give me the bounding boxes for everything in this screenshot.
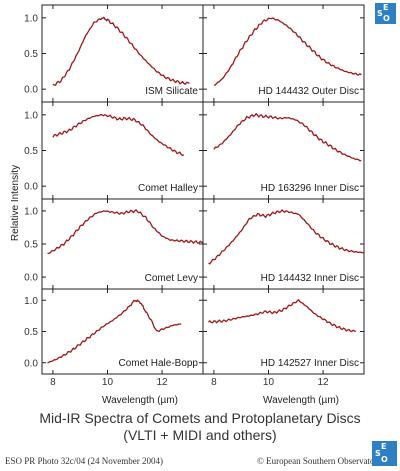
y-tick-label: 0.0 — [24, 273, 38, 284]
series-line-ism-silicate — [52, 16, 190, 86]
y-axis-label: Relative Intensity — [10, 165, 21, 241]
panel-label-hd-144432-inner-disc: HD 144432 Inner Disc — [261, 273, 359, 284]
x-axis-label-right: Wavelength (µm) — [263, 395, 339, 406]
y-tick-label: 1.0 — [24, 206, 38, 217]
panel-label-hd-144432-outer-disc: HD 144432 Outer Disc — [258, 86, 359, 97]
y-tick-label: 0.0 — [24, 85, 38, 96]
series-line-hd-163296-inner-disc — [213, 113, 362, 162]
series-line-hd-144432-inner-disc — [208, 209, 365, 265]
y-tick-label: 0.0 — [24, 358, 38, 369]
eso-logo-bottom: E S O — [372, 441, 397, 466]
eso-logo-letter-s: S — [377, 9, 383, 18]
eso-logo-top: E S O — [375, 3, 396, 24]
x-tick-label: 12 — [318, 377, 330, 388]
y-tick-label: 0.5 — [24, 146, 38, 157]
x-tick-label: 8 — [211, 377, 217, 388]
panel-label-ism-silicate: ISM Silicate — [145, 86, 198, 97]
figure-subtitle: (VLTI + MIDI and others) — [123, 427, 277, 443]
y-tick-label: 0.5 — [24, 240, 38, 251]
series-line-comet-hale-bopp — [47, 299, 182, 364]
series-line-hd-144432-outer-disc — [213, 17, 362, 86]
y-tick-label: 0.5 — [24, 327, 38, 338]
eso-logo-letter-s: S — [375, 449, 381, 458]
series-line-comet-levy — [47, 209, 204, 255]
panel-label-comet-halley: Comet Halley — [138, 183, 198, 194]
footer-copyright: © European Southern Observatory — [257, 456, 383, 466]
panel-label-hd-163296-inner-disc: HD 163296 Inner Disc — [261, 183, 359, 194]
x-tick-label: 10 — [102, 377, 114, 388]
panel-label-comet-levy: Comet Levy — [145, 273, 198, 284]
series-line-hd-142527-inner-disc — [208, 299, 357, 333]
panel-label-hd-142527-inner-disc: HD 142527 Inner Disc — [261, 358, 359, 369]
figure-title: Mid-IR Spectra of Comets and Protoplanet… — [39, 410, 361, 426]
x-axis-label-left: Wavelength (µm) — [102, 395, 178, 406]
y-tick-label: 1.0 — [24, 296, 38, 307]
footer-credit: ESO PR Photo 32c/04 (24 November 2004) — [5, 456, 163, 466]
eso-logo-letter-e: E — [381, 442, 387, 451]
y-tick-label: 0.0 — [24, 182, 38, 193]
y-tick-label: 1.0 — [24, 110, 38, 121]
eso-logo-letter-o: O — [381, 455, 388, 464]
series-line-comet-halley — [52, 113, 185, 157]
x-tick-label: 8 — [50, 377, 56, 388]
eso-logo-letter-e: E — [383, 3, 389, 12]
eso-logo-letter-o: O — [383, 14, 390, 23]
x-tick-label: 12 — [157, 377, 169, 388]
y-tick-label: 0.5 — [24, 49, 38, 60]
x-tick-label: 10 — [263, 377, 275, 388]
y-tick-label: 1.0 — [24, 13, 38, 24]
panel-label-comet-hale-bopp: Comet Hale-Bopp — [119, 358, 199, 369]
